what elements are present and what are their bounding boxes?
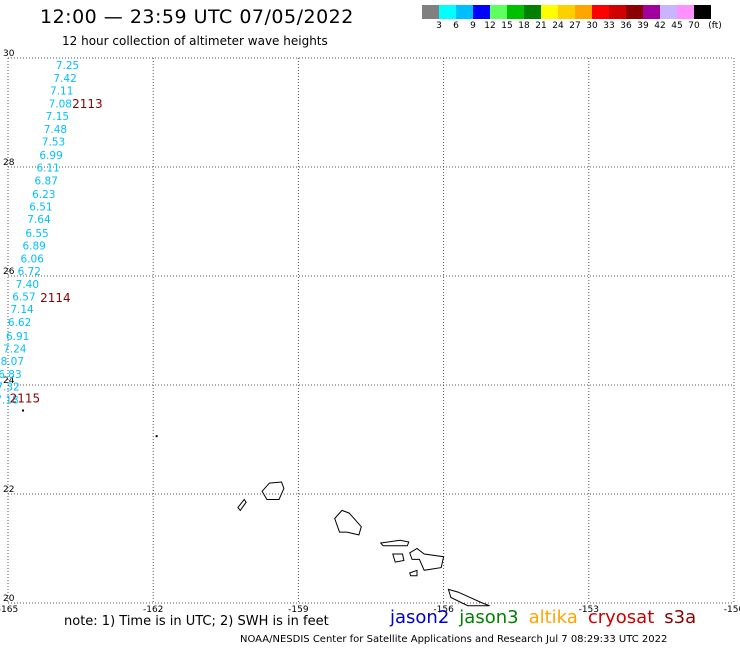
x-tick-label: -156 [433,605,454,615]
y-tick-label: 28 [3,158,15,168]
wave-height-label: 7.08 [49,99,72,111]
note-text: note: 1) Time is in UTC; 2) SWH is in fe… [64,614,329,629]
legend-swatch [422,5,439,19]
wave-height-label: 7.25 [56,60,79,72]
legend-swatch [541,5,558,19]
x-tick-label: -159 [288,605,309,615]
y-tick-label: 24 [3,376,15,386]
wave-height-label: 7.32 [0,381,20,393]
pass-number-label: 2114 [40,291,71,305]
legend-label: 9 [470,21,476,31]
wave-height-label: 7.18 [0,395,19,407]
y-tick-label: 26 [3,267,15,277]
satellite-legend: jason2 jason3 altika cryosat s3a [390,607,706,628]
wave-height-label: 7.42 [53,73,76,85]
legend-label: 21 [535,21,547,31]
wave-height-label: 7.64 [27,214,51,226]
legend-label: 70 [688,21,700,31]
wave-height-label: 6.91 [6,331,29,343]
x-tick-label: -165 [0,605,18,615]
y-tick-label: 22 [3,485,14,495]
wave-height-label: 6.11 [36,162,59,174]
kahoolawe-island [409,569,418,577]
kauai-island [261,481,285,500]
legend-swatch [677,5,694,19]
legend-swatch [473,5,490,19]
legend-swatch [439,5,456,19]
legend-swatch [609,5,626,19]
legend-label: 3 [436,21,442,31]
wave-height-label: 7.40 [16,279,39,291]
wave-height-label: 6.23 [32,189,55,201]
hawaii-island [447,588,490,607]
wave-height-label: 6.99 [39,150,62,162]
oahu-island [334,509,362,536]
pass-number-label: 2115 [10,391,41,405]
map-title: 12:00 — 23:59 UTC 07/05/2022 [40,6,354,28]
satellite-s3a: s3a [664,607,697,628]
legend-label: 6 [453,21,459,31]
legend-label: 18 [518,21,530,31]
legend-swatch [643,5,660,19]
lanai-island [392,553,405,563]
satellite-jason3: jason3 [459,607,519,628]
wave-height-label: 6.89 [22,240,45,252]
y-tick-label: 30 [3,49,15,59]
x-tick-label: -162 [143,605,163,615]
nihoa-islet [155,435,158,438]
legend-labels: 3 6 9 12 15 18 21 24 27 30 33 36 39 42 45 70 (ft) [422,21,740,33]
wave-height-label: 6.72 [18,266,41,278]
wave-height-label: 7.15 [46,111,69,123]
legend-swatch [507,5,524,19]
legend-label: 30 [586,21,598,31]
wave-height-label: 6.62 [8,317,31,329]
legend-swatch [592,5,609,19]
wave-height-label: 6.55 [25,228,48,240]
legend-swatch [456,5,473,19]
wave-height-label: 6.06 [21,253,45,265]
maui-island [409,547,445,571]
wave-height-label: 6.51 [29,202,52,214]
legend-label: (ft) [708,21,722,31]
color-legend [422,5,711,19]
legend-label: 45 [671,21,683,31]
legend-label: 27 [569,21,581,31]
wave-height-label: 7.48 [44,124,67,136]
legend-swatch [558,5,575,19]
necker-islet [22,409,25,412]
map-subtitle: 12 hour collection of altimeter wave hei… [62,34,328,48]
legend-label: 36 [620,21,632,31]
satellite-jason2: jason2 [390,607,450,628]
niihau-island [237,498,247,512]
legend-swatch [524,5,541,19]
wave-height-label: 7.11 [50,86,73,98]
x-tick-label: -150 [724,605,740,615]
wave-height-label: 6.57 [12,292,35,304]
satellite-cryosat: cryosat [587,607,655,628]
footer-credit: NOAA/NESDIS Center for Satellite Applica… [240,634,668,645]
wave-height-label: 7.53 [42,137,65,149]
legend-label: 42 [654,21,666,31]
legend-label: 39 [637,21,649,31]
legend-swatch [694,5,711,19]
satellite-altika: altika [528,607,578,628]
x-tick-label: -153 [579,605,599,615]
wave-height-label: 6.83 [0,369,22,381]
y-tick-label: 20 [3,594,15,604]
legend-swatch [575,5,592,19]
wave-height-label: 8.07 [1,356,24,368]
legend-swatch [490,5,507,19]
legend-label: 12 [484,21,496,31]
legend-label: 15 [501,21,513,31]
wave-height-label: 6.87 [35,175,58,187]
legend-swatch [660,5,677,19]
wave-height-label: 7.24 [3,343,27,355]
pass-number-label: 2113 [72,97,103,111]
molokai-island [379,539,410,547]
legend-label: 24 [552,21,564,31]
legend-label: 33 [603,21,615,31]
legend-swatch [626,5,643,19]
wave-height-label: 7.14 [10,304,34,316]
